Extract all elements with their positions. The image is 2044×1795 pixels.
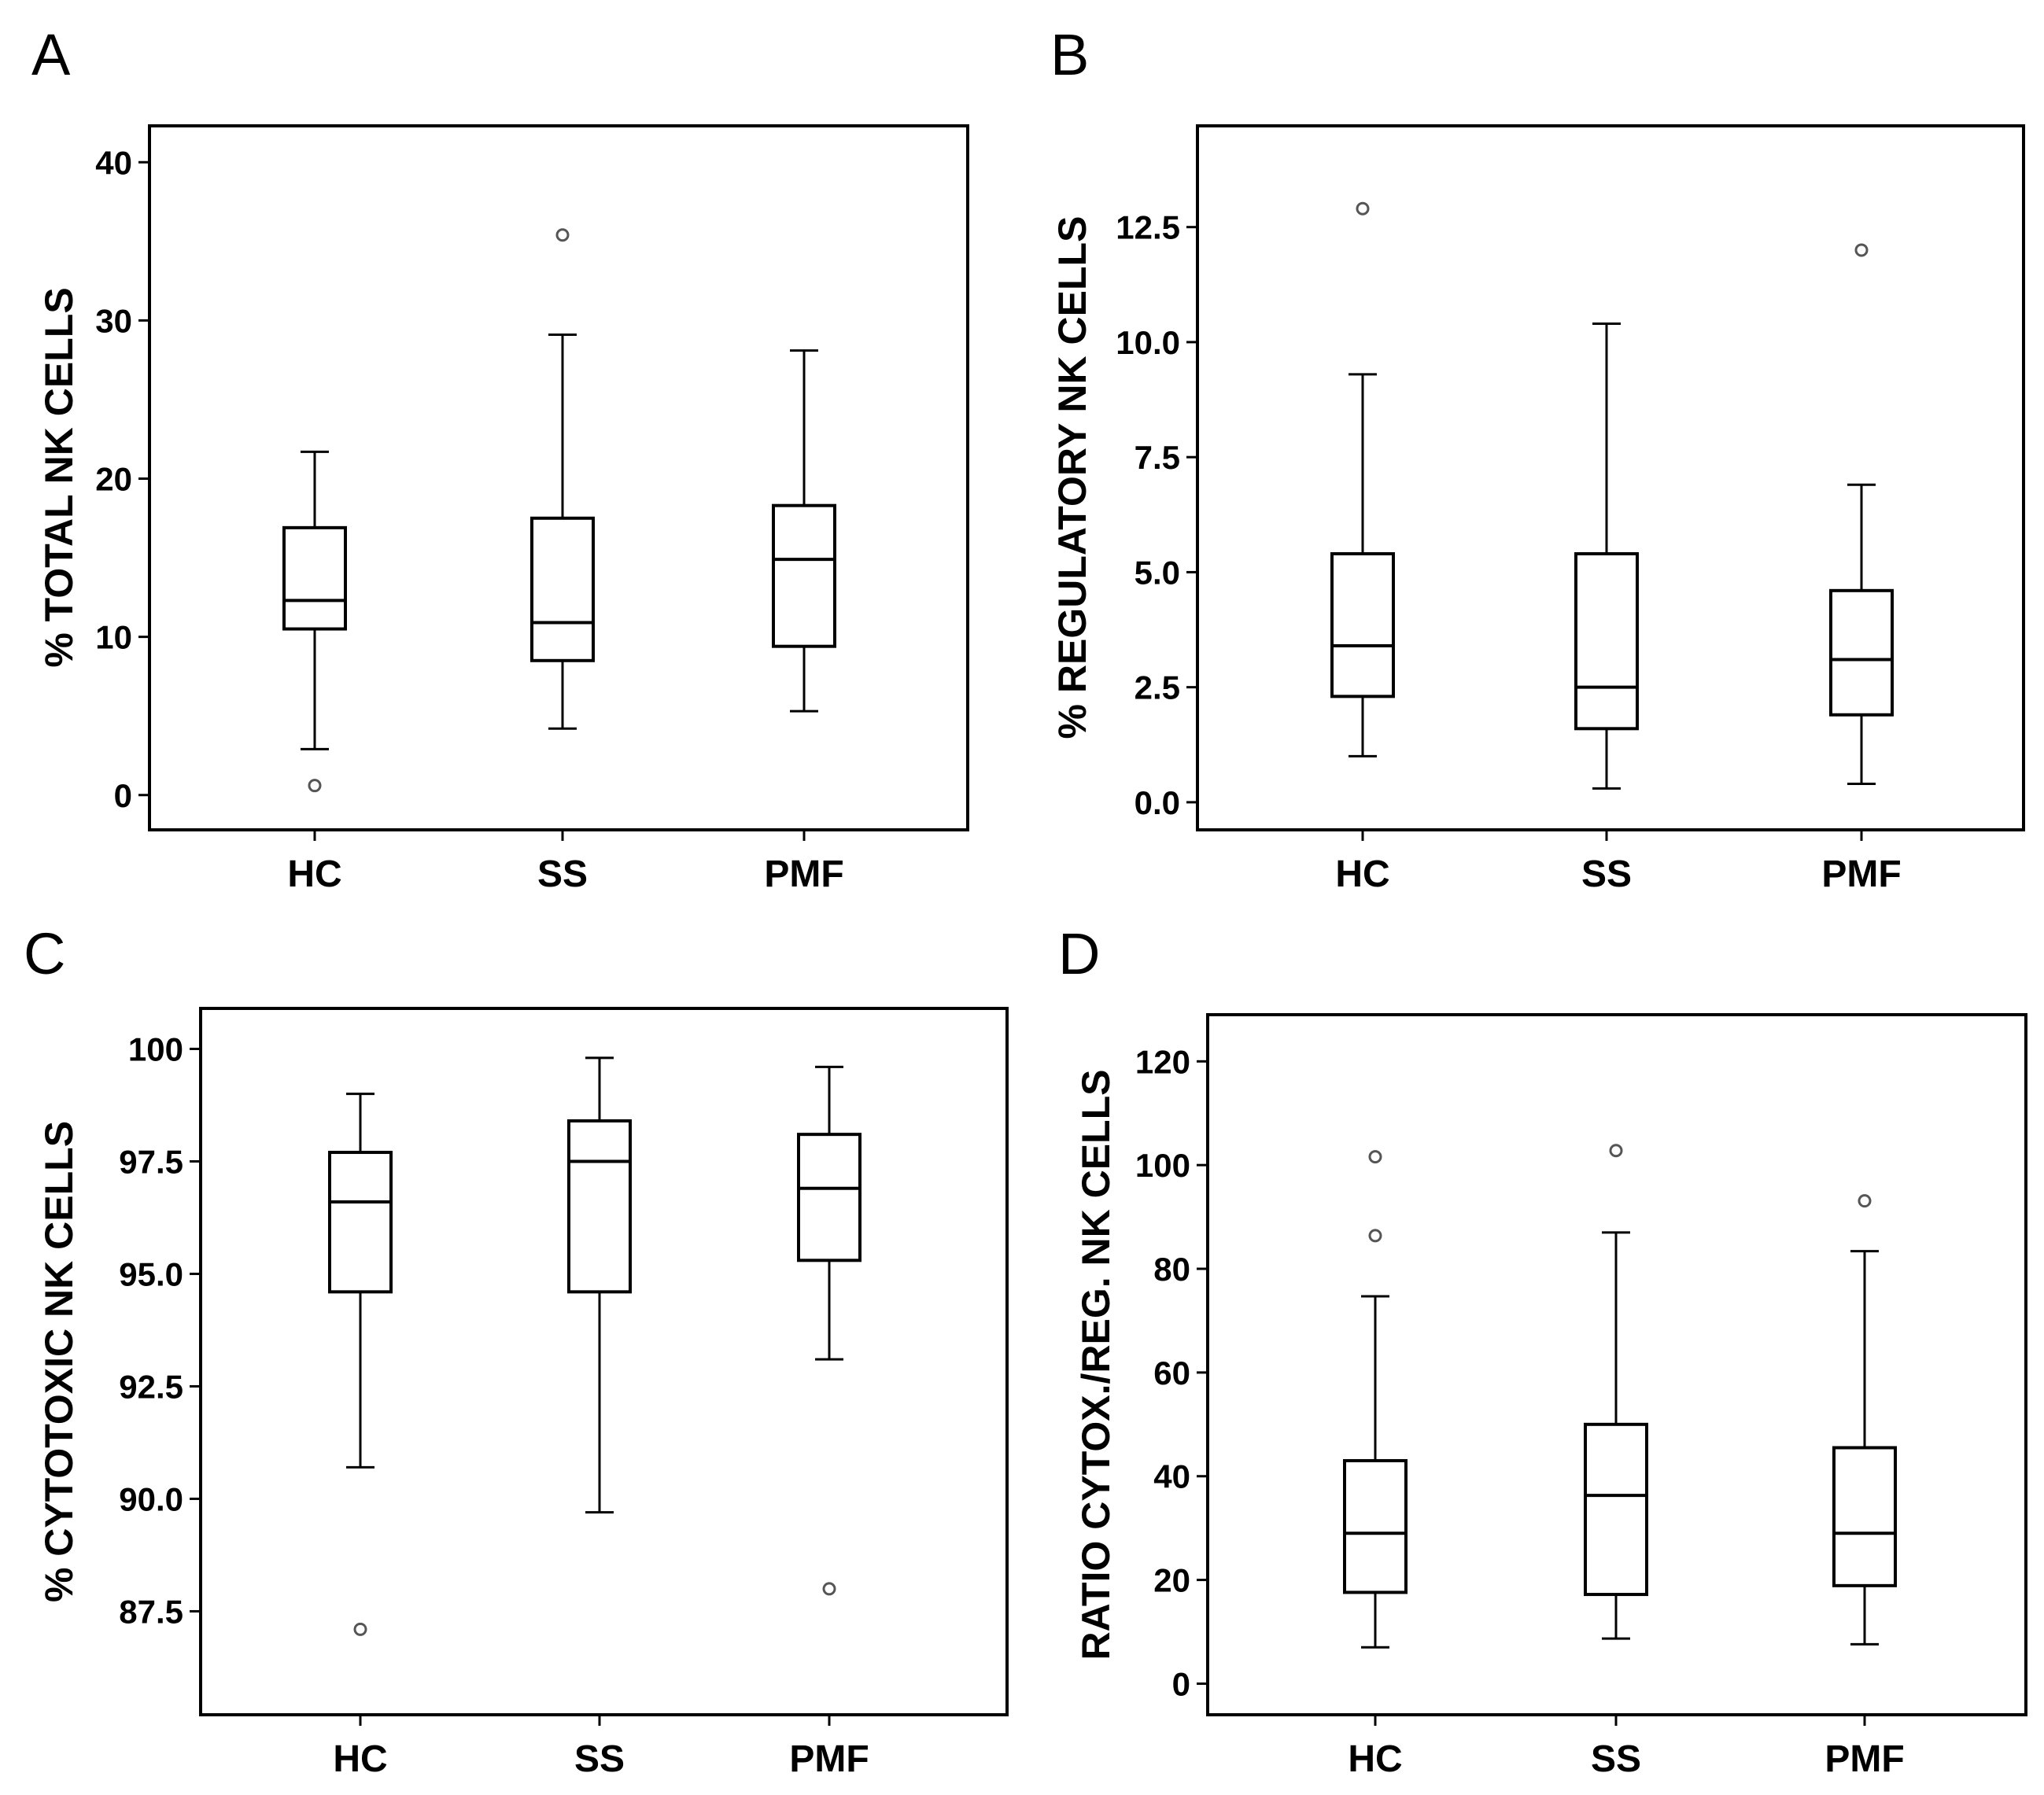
boxes-b [1330, 201, 1894, 790]
x-axis-b: HC SS PMF [1335, 830, 1902, 895]
x-axis-c: HC SS PMF [333, 1715, 869, 1780]
panel-a: A % TOTAL NK CELLS 0 10 20 30 40 HC SS PMF [31, 22, 969, 895]
y-tick-label-d-6: 120 [1135, 1043, 1190, 1080]
category-label-a-ss: SS [537, 853, 588, 895]
y-axis-title-b: % REGULATORY NK CELLS [1050, 216, 1094, 739]
y-axis-b: 0.0 2.5 5.0 7.5 10.0 12.5 [1116, 209, 1197, 821]
y-tick-label-c-1: 90.0 [119, 1480, 183, 1517]
boxes-c [328, 1056, 862, 1636]
y-tick-label-a-2: 20 [95, 461, 132, 498]
panel-letter-d: D [1058, 921, 1100, 986]
y-axis-title-a: % TOTAL NK CELLS [37, 287, 81, 667]
y-tick-label-d-4: 80 [1153, 1251, 1190, 1288]
panel-letter-a: A [31, 22, 71, 87]
y-tick-label-d-2: 40 [1153, 1458, 1190, 1495]
category-label-a-hc: HC [287, 853, 341, 895]
y-axis-title-d: RATIO CYTOX./REG. NK CELLS [1074, 1070, 1118, 1660]
y-axis-title-c: % CYTOTOXIC NK CELLS [37, 1121, 81, 1602]
y-tick-label-b-3: 7.5 [1135, 439, 1180, 476]
outlier-c-pmf-0 [822, 1582, 836, 1596]
y-tick-label-c-4: 97.5 [119, 1143, 183, 1180]
plot-frame-b [1196, 124, 2025, 831]
outlier-b-hc-0 [1356, 201, 1370, 216]
box-b-hc [1330, 552, 1395, 698]
category-label-d-pmf: PMF [1824, 1738, 1904, 1780]
box-a-pmf [772, 503, 836, 648]
category-label-d-hc: HC [1348, 1738, 1402, 1780]
boxes-a [282, 228, 836, 793]
y-tick-label-b-1: 2.5 [1135, 669, 1180, 706]
y-tick-label-a-4: 40 [95, 144, 132, 181]
panel-d: D RATIO CYTOX./REG. NK CELLS 0 20 40 60 80 10… [1058, 921, 2027, 1780]
plot-frame-c [199, 1007, 1009, 1716]
panel-c: C % CYTOTOXIC NK CELLS 87.5 90.0 92.5 95.0 9… [24, 921, 1009, 1780]
y-tick-label-a-3: 30 [95, 302, 132, 339]
category-label-a-pmf: PMF [764, 853, 843, 895]
y-tick-label-a-0: 0 [114, 777, 132, 814]
box-c-hc [328, 1151, 393, 1294]
box-d-pmf [1832, 1446, 1897, 1587]
y-tick-label-b-4: 10.0 [1116, 324, 1180, 361]
category-label-b-pmf: PMF [1821, 853, 1901, 895]
x-axis-a: HC SS PMF [287, 830, 844, 895]
category-label-b-hc: HC [1335, 853, 1389, 895]
box-c-pmf [797, 1133, 862, 1262]
y-tick-label-c-0: 87.5 [119, 1593, 183, 1630]
y-tick-label-d-3: 60 [1153, 1355, 1190, 1391]
y-axis-a: 0 10 20 30 40 [95, 144, 149, 814]
y-tick-label-b-2: 5.0 [1135, 554, 1180, 591]
outlier-c-hc-0 [353, 1622, 367, 1636]
category-label-c-pmf: PMF [789, 1738, 869, 1780]
y-tick-label-d-1: 20 [1153, 1562, 1190, 1599]
outlier-d-hc-1 [1368, 1150, 1382, 1164]
category-label-c-ss: SS [574, 1738, 625, 1780]
y-tick-label-c-3: 95.0 [119, 1255, 183, 1292]
category-label-c-hc: HC [333, 1738, 387, 1780]
category-label-b-ss: SS [1581, 853, 1632, 895]
box-b-ss [1574, 552, 1639, 731]
box-a-hc [282, 525, 347, 631]
y-tick-label-d-0: 0 [1172, 1665, 1190, 1702]
y-axis-c: 87.5 90.0 92.5 95.0 97.5 100 [119, 1030, 201, 1630]
box-c-ss [567, 1119, 632, 1294]
box-d-ss [1584, 1422, 1648, 1597]
y-tick-label-b-5: 12.5 [1116, 209, 1180, 246]
box-a-ss [530, 516, 595, 662]
outlier-d-hc-0 [1368, 1229, 1382, 1243]
panel-letter-c: C [24, 921, 65, 986]
y-tick-label-b-0: 0.0 [1135, 784, 1180, 821]
outlier-a-ss-0 [555, 228, 570, 242]
category-label-d-ss: SS [1591, 1738, 1641, 1780]
outlier-b-pmf-0 [1854, 243, 1869, 257]
panel-letter-b: B [1050, 22, 1089, 87]
y-tick-label-c-2: 92.5 [119, 1368, 183, 1405]
boxes-d [1343, 1144, 1897, 1649]
y-tick-label-d-5: 100 [1135, 1147, 1190, 1184]
y-tick-label-a-1: 10 [95, 619, 132, 656]
outlier-a-hc-0 [308, 779, 322, 793]
outlier-d-ss-0 [1609, 1144, 1623, 1158]
outlier-d-pmf-0 [1858, 1194, 1872, 1208]
y-tick-label-c-5: 100 [128, 1030, 183, 1067]
panel-b: B % REGULATORY NK CELLS 0.0 2.5 5.0 7.5 10.0… [1050, 22, 2025, 895]
box-d-hc [1343, 1458, 1408, 1594]
x-axis-d: HC SS PMF [1348, 1715, 1905, 1780]
box-b-pmf [1829, 588, 1894, 717]
y-axis-d: 0 20 40 60 80 100 120 [1135, 1043, 1208, 1702]
